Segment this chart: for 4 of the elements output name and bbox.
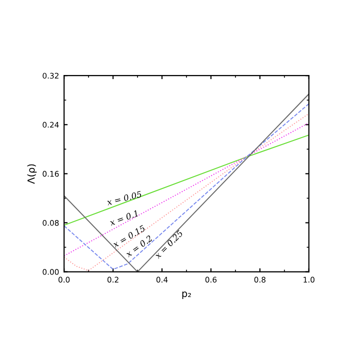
x-axis-title: p₂ <box>182 292 191 300</box>
y-axis-title: Λ(ρ) <box>27 164 37 184</box>
annotation: x = 0.05 <box>106 190 142 206</box>
annotation: x = 0.1 <box>109 210 138 226</box>
